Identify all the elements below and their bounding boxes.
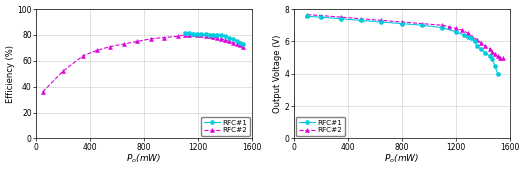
RFC#1 <box>453 31 459 33</box>
RFC#1 <box>182 32 188 34</box>
RFC#1 <box>226 36 232 38</box>
RFC#2 <box>194 34 200 36</box>
RFC#1 <box>419 24 425 26</box>
RFC#2 <box>80 55 87 57</box>
RFC#1 <box>495 73 501 75</box>
RFC#1 <box>358 19 364 21</box>
RFC#1 <box>461 34 467 36</box>
RFC#2 <box>304 14 310 16</box>
RFC#1 <box>474 45 480 47</box>
Legend: RFC#1, RFC#2: RFC#1, RFC#2 <box>296 117 344 136</box>
RFC#1 <box>239 43 246 45</box>
RFC#2 <box>190 33 196 35</box>
RFC#2 <box>465 32 471 34</box>
RFC#1 <box>185 32 192 34</box>
RFC#1 <box>222 35 228 37</box>
RFC#2 <box>492 53 498 55</box>
RFC#2 <box>495 55 501 57</box>
RFC#2 <box>474 39 480 41</box>
RFC#1 <box>214 34 220 36</box>
RFC#2 <box>489 51 496 53</box>
RFC#2 <box>226 40 232 42</box>
RFC#1 <box>207 34 213 36</box>
RFC#1 <box>478 48 485 50</box>
RFC#1 <box>237 42 243 44</box>
RFC#1 <box>489 58 496 60</box>
RFC#2 <box>210 36 216 38</box>
RFC#2 <box>39 91 46 93</box>
RFC#2 <box>237 44 243 46</box>
RFC#2 <box>207 35 213 37</box>
RFC#1 <box>398 23 405 25</box>
RFC#1 <box>203 33 209 35</box>
RFC#2 <box>469 36 475 38</box>
RFC#2 <box>446 26 452 28</box>
RFC#1 <box>218 34 224 36</box>
RFC#1 <box>318 16 324 18</box>
RFC#1 <box>230 38 236 40</box>
RFC#2 <box>185 34 192 36</box>
RFC#1 <box>471 40 478 42</box>
X-axis label: $P_o$(mW): $P_o$(mW) <box>384 153 419 166</box>
RFC#2 <box>175 35 181 37</box>
Legend: RFC#1, RFC#2: RFC#1, RFC#2 <box>201 117 250 136</box>
RFC#1 <box>465 36 471 38</box>
RFC#2 <box>93 49 100 51</box>
RFC#2 <box>121 43 127 45</box>
RFC#2 <box>222 39 228 41</box>
RFC#1 <box>194 33 200 35</box>
RFC#2 <box>148 38 154 40</box>
RFC#1 <box>492 65 498 67</box>
Line: RFC#2: RFC#2 <box>40 32 245 94</box>
RFC#1 <box>467 37 474 39</box>
Line: RFC#1: RFC#1 <box>183 31 245 46</box>
RFC#1 <box>210 34 216 36</box>
RFC#2 <box>161 36 167 38</box>
RFC#2 <box>214 36 220 38</box>
RFC#1 <box>190 33 196 35</box>
RFC#1 <box>197 33 204 35</box>
X-axis label: $P_o$(mW): $P_o$(mW) <box>127 153 162 166</box>
RFC#2 <box>338 16 344 18</box>
Line: RFC#1: RFC#1 <box>305 14 500 76</box>
RFC#1 <box>338 18 344 20</box>
RFC#2 <box>234 43 240 45</box>
RFC#2 <box>197 34 204 36</box>
RFC#2 <box>453 27 459 29</box>
Line: RFC#2: RFC#2 <box>305 13 505 60</box>
RFC#2 <box>203 35 209 37</box>
RFC#1 <box>486 55 492 57</box>
RFC#1 <box>439 27 445 29</box>
RFC#2 <box>482 45 489 47</box>
RFC#1 <box>234 40 240 42</box>
RFC#2 <box>439 24 445 26</box>
RFC#2 <box>318 15 324 17</box>
RFC#1 <box>379 21 385 23</box>
RFC#2 <box>497 57 503 59</box>
RFC#2 <box>398 21 405 23</box>
Y-axis label: Output Voltage (V): Output Voltage (V) <box>273 35 282 113</box>
RFC#2 <box>107 45 113 48</box>
RFC#2 <box>478 42 485 44</box>
RFC#2 <box>500 57 506 59</box>
RFC#2 <box>182 34 188 36</box>
RFC#2 <box>486 48 492 50</box>
RFC#1 <box>482 52 489 54</box>
RFC#2 <box>358 18 364 20</box>
RFC#2 <box>379 19 385 21</box>
Y-axis label: Efficiency (%): Efficiency (%) <box>6 45 15 103</box>
RFC#2 <box>218 38 224 40</box>
RFC#2 <box>239 45 246 48</box>
RFC#2 <box>419 23 425 25</box>
RFC#2 <box>60 70 66 72</box>
RFC#2 <box>459 29 466 31</box>
RFC#2 <box>230 42 236 44</box>
RFC#2 <box>134 40 140 42</box>
RFC#1 <box>304 15 310 17</box>
